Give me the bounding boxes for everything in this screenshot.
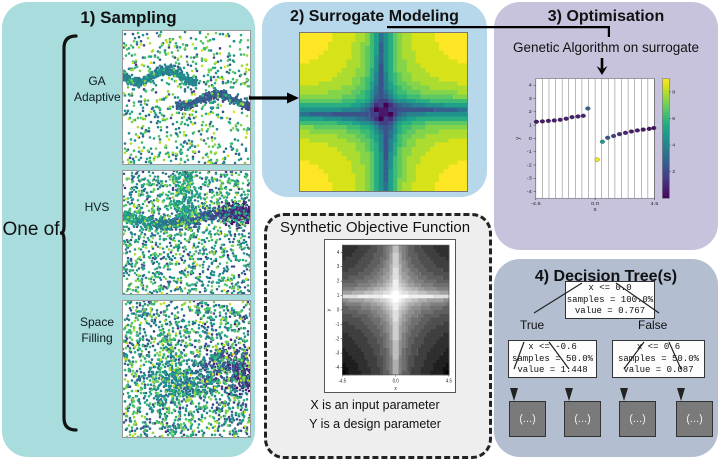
svg-text:x: x [594, 208, 597, 212]
svg-text:0: 0 [529, 136, 532, 141]
svg-text:4: 4 [337, 249, 340, 254]
svg-text:-4: -4 [335, 365, 339, 370]
svg-text:2: 2 [529, 110, 532, 115]
svg-text:-4.5: -4.5 [531, 202, 541, 207]
svg-text:3: 3 [337, 264, 340, 269]
svg-text:8: 8 [672, 90, 675, 94]
svg-text:4: 4 [529, 83, 532, 88]
svg-text:y: y [515, 137, 522, 140]
svg-text:-2: -2 [527, 163, 532, 168]
svg-text:4.5: 4.5 [650, 202, 658, 207]
svg-text:x: x [394, 386, 397, 392]
svg-text:0: 0 [337, 307, 340, 312]
svg-text:-3: -3 [527, 176, 532, 181]
svg-text:0.0: 0.0 [591, 202, 599, 207]
svg-text:4.5: 4.5 [446, 378, 452, 383]
svg-text:-2: -2 [335, 336, 339, 341]
svg-text:-4.5: -4.5 [339, 378, 347, 383]
svg-text:1: 1 [529, 123, 532, 128]
svg-text:-3: -3 [335, 350, 339, 355]
svg-text:0.0: 0.0 [393, 378, 399, 383]
svg-text:2: 2 [672, 169, 675, 173]
svg-text:-1: -1 [527, 150, 532, 155]
svg-text:-4: -4 [527, 189, 532, 194]
svg-text:1: 1 [337, 293, 340, 298]
svg-text:3: 3 [529, 96, 532, 101]
svg-text:-1: -1 [335, 322, 339, 327]
svg-text:6: 6 [672, 116, 675, 120]
svg-text:2: 2 [337, 278, 340, 283]
svg-text:4: 4 [672, 143, 675, 147]
svg-text:y: y [327, 308, 333, 311]
